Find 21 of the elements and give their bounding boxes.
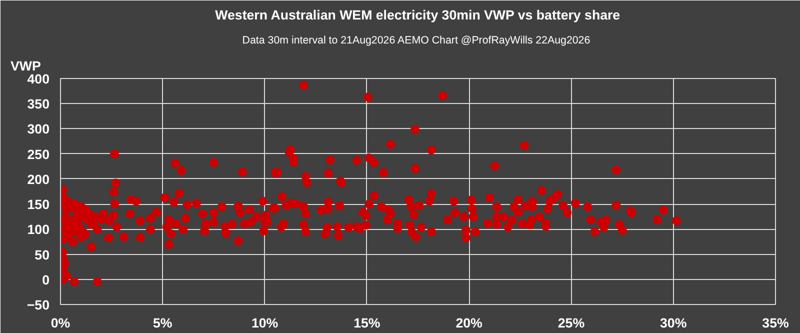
y-tick-label: −50 xyxy=(26,298,50,312)
x-tick-label: 15% xyxy=(354,316,380,330)
y-tick-label: 0 xyxy=(42,272,50,288)
y-tick-label: 100 xyxy=(27,222,50,238)
y-tick-label: 150 xyxy=(27,197,50,212)
x-tick-label: 0% xyxy=(50,316,70,330)
x-tick-label: 5% xyxy=(153,316,172,330)
y-tick-label: 250 xyxy=(27,146,50,162)
x-tick-label: 35% xyxy=(762,316,789,330)
y-tick-label: 400 xyxy=(27,72,50,86)
y-tick-label: 200 xyxy=(27,172,50,187)
x-tick-label: 25% xyxy=(558,316,585,330)
y-tick-label: 300 xyxy=(27,122,50,137)
x-tick-label: 30% xyxy=(660,316,687,330)
x-tick-label: 10% xyxy=(251,316,278,330)
y-tick-label: 50 xyxy=(34,247,50,262)
chart-title: Western Australian WEM electricity 30min VWP vs battery share xyxy=(215,8,620,22)
chart-subtitle: Data 30m interval to 21Aug2026 AEMO Chart @ProfRayWills 22Aug2026 xyxy=(242,34,590,46)
x-tick-label: 20% xyxy=(456,316,483,330)
y-tick-label: 350 xyxy=(27,96,50,112)
y-axis-title: VWP xyxy=(10,58,41,74)
